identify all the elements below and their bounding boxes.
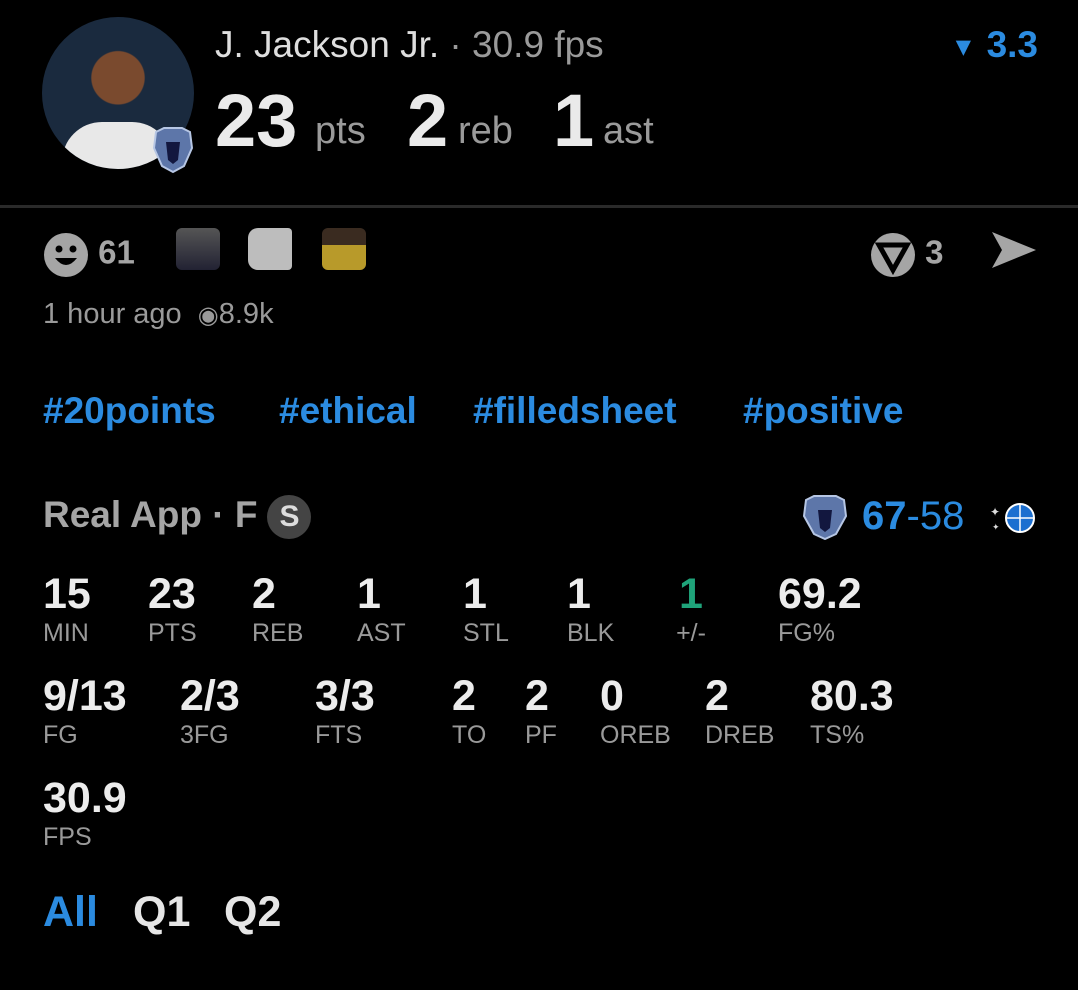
player-name[interactable]: J. Jackson Jr.: [215, 24, 440, 65]
stat-label: FG%: [778, 619, 835, 647]
smile-count: 61: [98, 233, 135, 271]
tab-q2[interactable]: Q2: [224, 888, 282, 936]
stat-fps: 30.9 FPS: [43, 774, 127, 852]
ast-unit: ast: [603, 110, 654, 152]
time-ago: 1 hour ago: [43, 298, 182, 330]
reb-unit: reb: [458, 110, 513, 152]
stat-value: 2: [452, 672, 476, 720]
vote-icon: [871, 233, 915, 277]
stat-label: REB: [252, 619, 304, 647]
hashtag[interactable]: #ethical: [279, 390, 417, 431]
tab-q1[interactable]: Q1: [133, 888, 191, 936]
player-title: J. Jackson Jr. · 30.9 fps: [215, 24, 604, 66]
vote-button[interactable]: 3: [870, 232, 944, 278]
svg-text:✦: ✦: [990, 505, 1000, 519]
hashtag[interactable]: #20points: [43, 390, 216, 431]
stat-value: 15: [43, 570, 91, 618]
hashtag[interactable]: #filledsheet: [473, 390, 677, 431]
stat-label: MIN: [43, 619, 89, 647]
stat-label: TS%: [810, 721, 865, 749]
grizzlies-logo-icon: [152, 127, 194, 174]
fps-text: · 30.9 fps: [449, 24, 604, 65]
divider: [0, 205, 1078, 208]
stat-fg: 9/13 FG: [43, 672, 127, 750]
pts-unit: pts: [315, 110, 366, 152]
view-count: 8.9k: [218, 298, 274, 330]
stat-ast: 1 AST: [357, 570, 406, 648]
stat-oreb: 0 OREB: [600, 672, 671, 750]
stat-label: FTS: [315, 721, 363, 749]
smile-icon: [44, 233, 88, 277]
stat-fts: 3/3 FTS: [315, 672, 375, 750]
stat-value: 0: [600, 672, 624, 720]
stat-value: 1: [357, 570, 381, 618]
stat-value: 1: [567, 570, 591, 618]
stat-label: TO: [452, 721, 487, 749]
stat-label: BLK: [567, 619, 615, 647]
stat-label: +/-: [676, 619, 706, 647]
stat-stl: 1 STL: [463, 570, 509, 648]
tab-all[interactable]: All: [43, 888, 98, 936]
stat-pf: 2 PF: [525, 672, 557, 750]
stat-value: 1: [463, 570, 487, 618]
reb-value: 2: [407, 79, 449, 162]
stat-label: OREB: [600, 721, 671, 749]
stat-label: PTS: [148, 619, 197, 647]
stat-reb: 2 REB: [252, 570, 303, 648]
stat-value: 9/13: [43, 672, 127, 720]
game-score[interactable]: 67-58: [862, 494, 964, 539]
eye-icon: ◉: [197, 302, 219, 329]
stat-pts: 23 PTS: [148, 570, 197, 648]
stat-fg-: 69.2 FG%: [778, 570, 862, 648]
ast-value: 1: [553, 79, 595, 162]
status-badge: S: [267, 495, 312, 540]
rating[interactable]: ▼ 3.3: [950, 24, 1038, 65]
stat-label: STL: [463, 619, 509, 647]
stat-value: 2: [705, 672, 729, 720]
hashtag[interactable]: #positive: [743, 390, 904, 431]
stat-value: 23: [148, 570, 196, 618]
post-meta: 1 hour ago ◉8.9k: [43, 298, 274, 331]
rating-arrow-icon: ▼: [950, 31, 977, 62]
home-score: 67: [862, 494, 907, 538]
reaction-player-icon[interactable]: [322, 228, 366, 270]
vote-count: 3: [925, 233, 944, 271]
grizzlies-logo-icon: [802, 495, 848, 540]
pts-value: 23: [215, 79, 298, 162]
stat-to: 2 TO: [452, 672, 486, 750]
stat--: 1 +/-: [673, 570, 709, 648]
smile-reaction[interactable]: 61: [43, 232, 135, 278]
stat-value: 1: [679, 570, 703, 618]
stat-label: 3FG: [180, 721, 229, 749]
stat-label: FPS: [43, 823, 92, 851]
toilet-paper-icon[interactable]: [248, 228, 292, 270]
stat-value: 30.9: [43, 774, 127, 822]
stat-label: FG: [43, 721, 78, 749]
stat-value: 2: [252, 570, 276, 618]
away-score: -58: [906, 494, 965, 538]
share-send-icon[interactable]: [990, 230, 1038, 270]
reaction-person-icon[interactable]: [176, 228, 220, 270]
stat-label: PF: [525, 721, 557, 749]
stat-blk: 1 BLK: [567, 570, 614, 648]
stat-ts-: 80.3 TS%: [810, 672, 894, 750]
stat-label: DREB: [705, 721, 775, 749]
magic-logo-icon: ✦✦: [990, 503, 1035, 533]
stat-value: 69.2: [778, 570, 862, 618]
stat-label: AST: [357, 619, 406, 647]
stat-value: 3/3: [315, 672, 375, 720]
svg-text:✦: ✦: [992, 522, 1000, 532]
stat-value: 2: [525, 672, 549, 720]
stat-value: 2/3: [180, 672, 240, 720]
stat-3fg: 2/3 3FG: [180, 672, 240, 750]
stat-value: 80.3: [810, 672, 894, 720]
stat-min: 15 MIN: [43, 570, 91, 648]
stat-dreb: 2 DREB: [705, 672, 774, 750]
